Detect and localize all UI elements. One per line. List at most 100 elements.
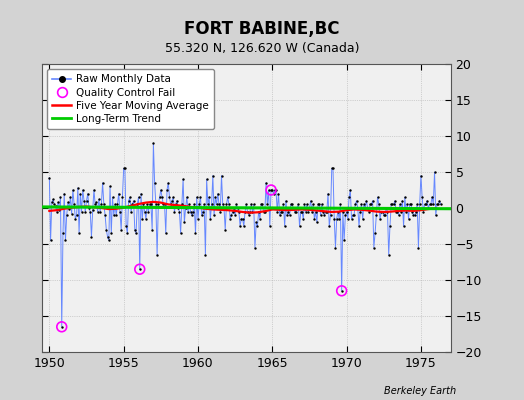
Point [429, 201, 438, 208]
Point [115, 190, 123, 197]
Point [348, 212, 357, 218]
Point [346, 187, 355, 193]
Point [425, 201, 434, 208]
Point [99, 180, 107, 186]
Point [205, 194, 213, 200]
Point [144, 208, 152, 215]
Point [331, 244, 340, 251]
Point [301, 208, 310, 215]
Point [255, 208, 263, 215]
Point [183, 194, 191, 200]
Point [74, 185, 82, 191]
Point [184, 208, 192, 215]
Point [58, 324, 66, 330]
Point [248, 208, 257, 215]
Point [392, 208, 400, 215]
Point [217, 172, 226, 179]
Point [418, 194, 427, 200]
Point [311, 208, 320, 215]
Point [252, 219, 260, 226]
Point [276, 212, 284, 218]
Point [385, 252, 393, 258]
Point [105, 237, 113, 244]
Point [435, 198, 444, 204]
Point [342, 208, 351, 215]
Point [100, 201, 108, 208]
Point [178, 201, 186, 208]
Point [139, 201, 148, 208]
Point [358, 216, 367, 222]
Point [307, 198, 315, 204]
Point [48, 199, 56, 206]
Point [389, 201, 398, 208]
Point [56, 194, 64, 200]
Point [185, 201, 193, 208]
Point [272, 187, 280, 193]
Point [402, 208, 410, 215]
Point [189, 208, 197, 215]
Text: Berkeley Earth: Berkeley Earth [384, 386, 456, 396]
Point [228, 208, 237, 215]
Point [167, 201, 175, 208]
Point [256, 216, 264, 222]
Point [267, 187, 275, 193]
Point [107, 230, 115, 236]
Point [299, 216, 308, 222]
Point [386, 223, 394, 229]
Point [201, 252, 210, 258]
Point [309, 201, 318, 208]
Point [337, 288, 346, 294]
Point [251, 244, 259, 251]
Point [192, 194, 201, 200]
Point [292, 208, 300, 215]
Point [335, 216, 343, 222]
Point [434, 201, 442, 208]
Point [231, 212, 239, 218]
Point [138, 216, 146, 222]
Point [263, 201, 271, 208]
Point [128, 201, 137, 208]
Point [367, 201, 376, 208]
Point [410, 212, 419, 218]
Point [157, 187, 165, 193]
Point [204, 201, 212, 208]
Point [175, 208, 183, 215]
Point [334, 208, 342, 215]
Point [310, 216, 319, 222]
Point [150, 180, 159, 186]
Point [314, 201, 322, 208]
Point [137, 190, 145, 197]
Point [298, 208, 306, 215]
Point [382, 205, 390, 211]
Point [149, 140, 158, 146]
Point [371, 230, 379, 236]
Point [151, 201, 160, 208]
Point [326, 212, 335, 218]
Point [377, 208, 386, 215]
Point [336, 201, 345, 208]
Point [76, 190, 84, 197]
Point [196, 194, 205, 200]
Point [191, 230, 200, 236]
Point [50, 201, 59, 208]
Point [266, 223, 274, 229]
Point [383, 208, 391, 215]
Point [140, 208, 149, 215]
Point [430, 169, 439, 175]
Point [199, 208, 207, 215]
Point [181, 205, 190, 211]
Point [226, 216, 234, 222]
Point [399, 223, 408, 229]
Point [265, 187, 273, 193]
Point [211, 194, 220, 200]
Point [414, 244, 423, 251]
Point [68, 210, 76, 217]
Point [381, 212, 389, 218]
Point [356, 208, 364, 215]
Point [60, 190, 69, 197]
Point [79, 187, 87, 193]
Point [81, 208, 90, 215]
Legend: Raw Monthly Data, Quality Control Fail, Five Year Moving Average, Long-Term Tren: Raw Monthly Data, Quality Control Fail, … [47, 69, 214, 129]
Point [174, 205, 182, 211]
Point [62, 212, 71, 218]
